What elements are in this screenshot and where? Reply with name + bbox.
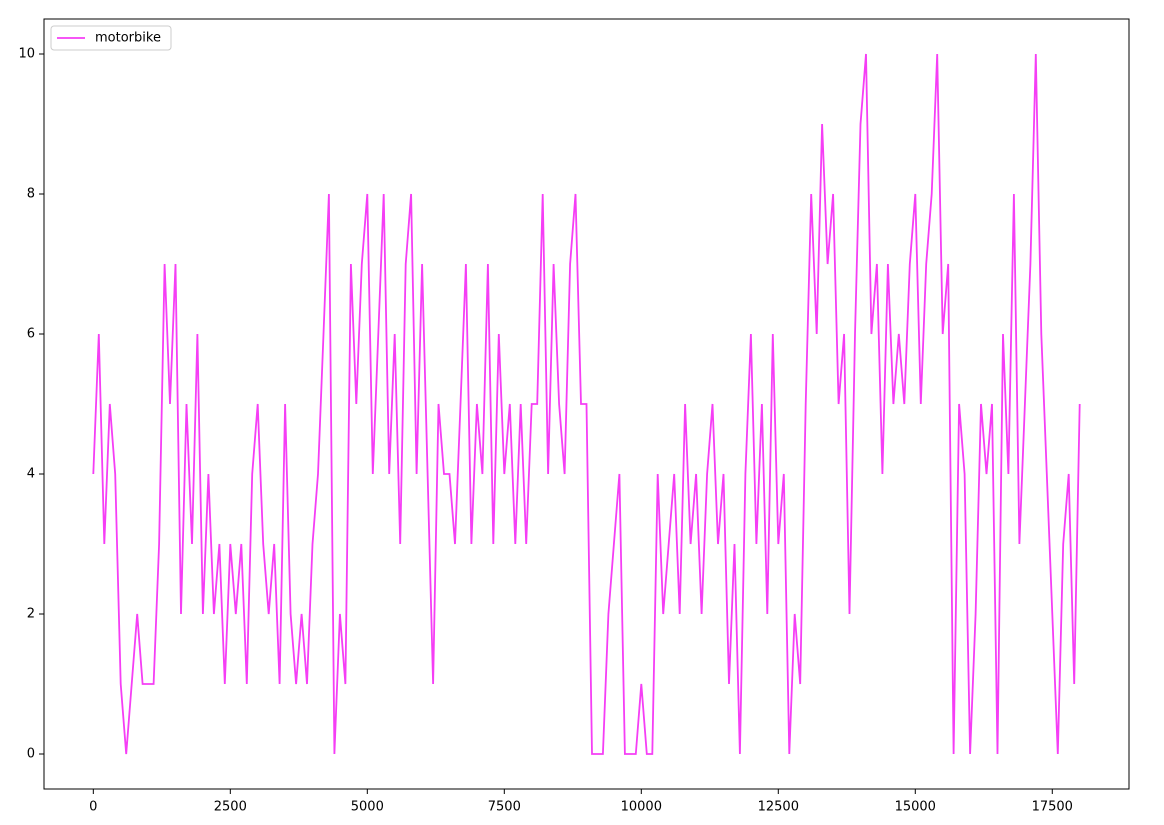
data-line bbox=[92, 53, 1081, 755]
y-tick-label: 8 bbox=[27, 187, 35, 202]
y-tick-label: 2 bbox=[27, 607, 35, 622]
y-tick-label: 0 bbox=[27, 747, 35, 762]
x-tick-label: 5000 bbox=[351, 800, 384, 815]
legend-box bbox=[50, 25, 172, 51]
legend: motorbike bbox=[50, 25, 172, 51]
x-tick-label: 0 bbox=[89, 800, 97, 815]
x-tick-label: 12500 bbox=[758, 800, 799, 815]
x-tick-label: 7500 bbox=[488, 800, 521, 815]
legend-label: motorbike bbox=[95, 31, 161, 46]
x-tick-label: 15000 bbox=[895, 800, 936, 815]
y-tick-label: 6 bbox=[27, 327, 35, 342]
x-tick-label: 10000 bbox=[621, 800, 662, 815]
x-tick-label: 17500 bbox=[1032, 800, 1073, 815]
y-tick-label: 4 bbox=[27, 467, 35, 482]
plot-frame bbox=[43, 18, 1130, 790]
y-tick-label: 10 bbox=[18, 47, 35, 62]
x-tick-label: 2500 bbox=[214, 800, 247, 815]
